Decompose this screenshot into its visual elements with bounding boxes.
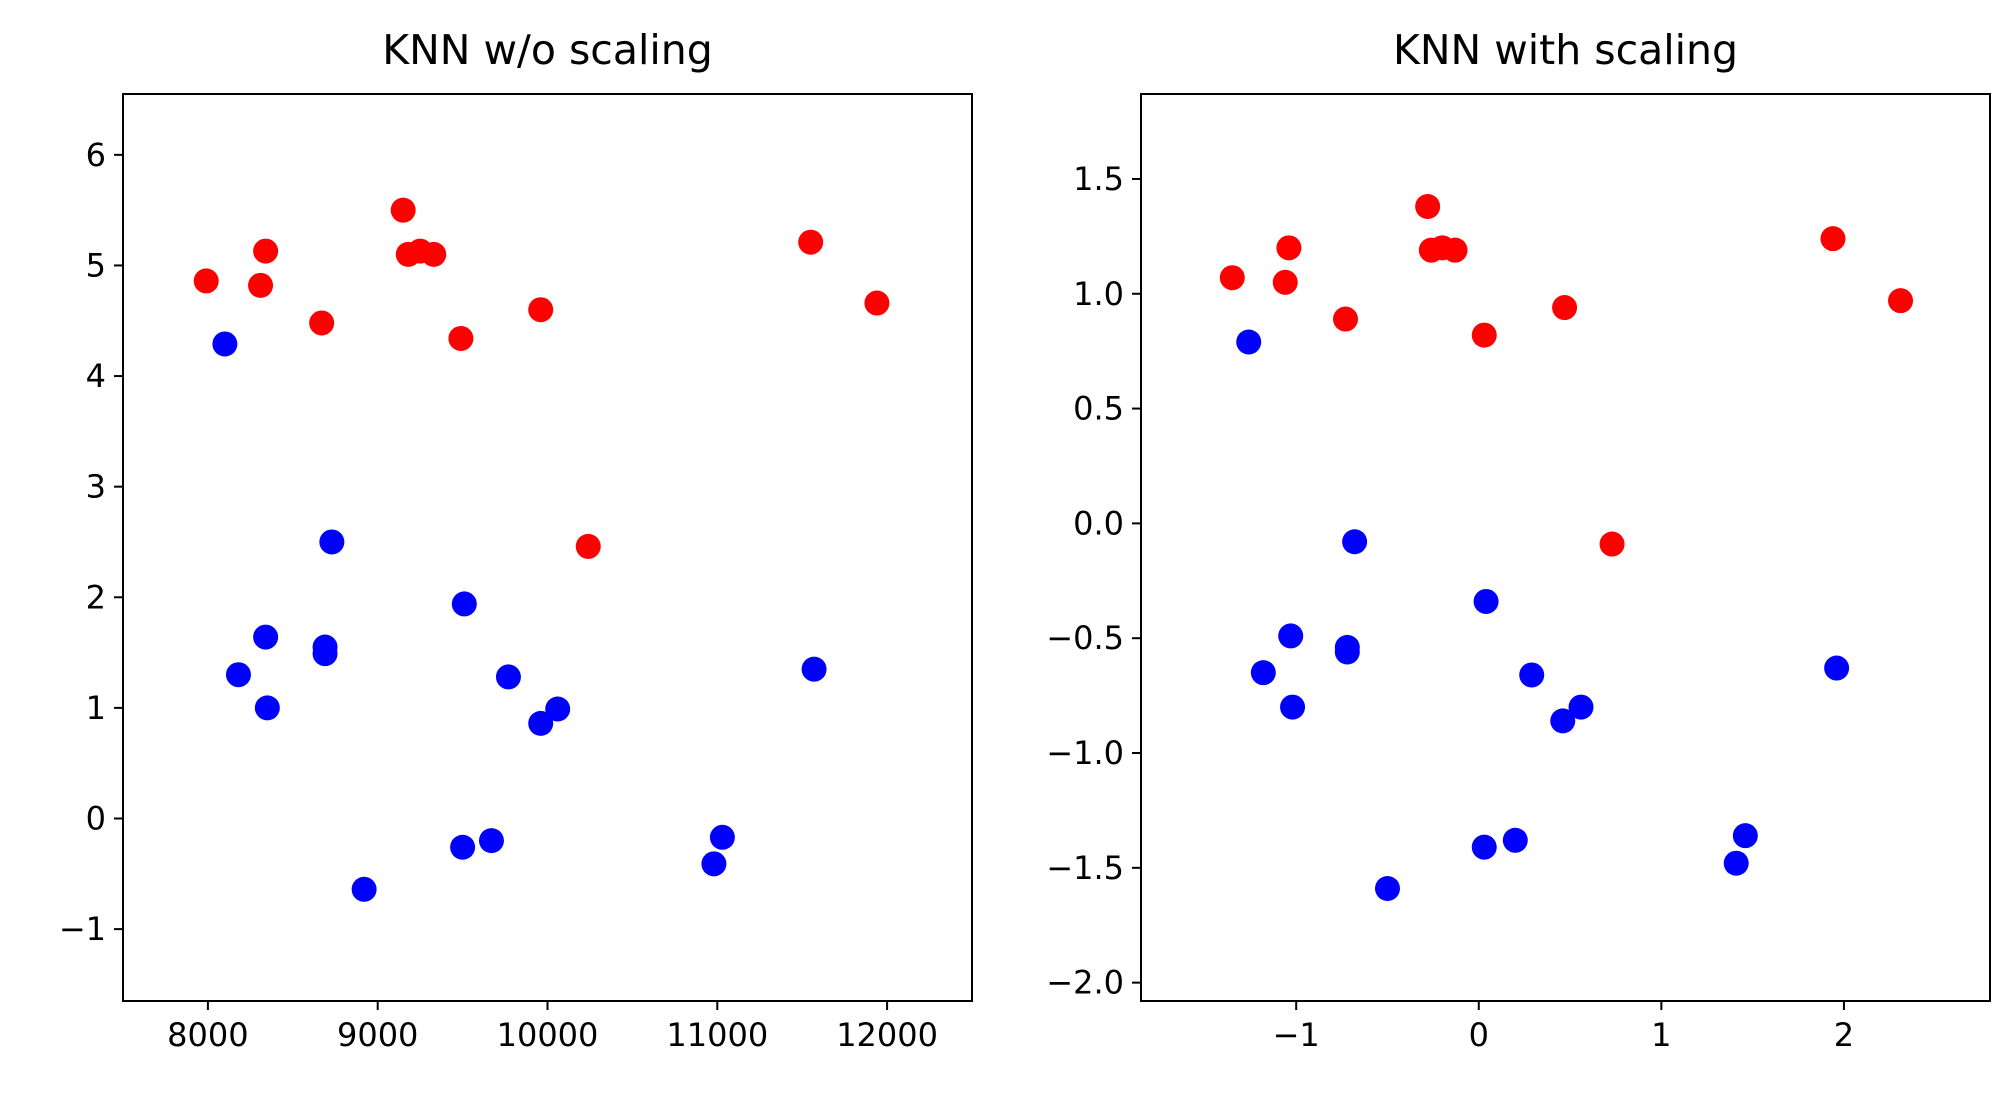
data-point	[351, 876, 377, 902]
data-point	[451, 591, 477, 617]
data-point	[1732, 823, 1758, 849]
y-tick-label: −1.5	[1046, 849, 1124, 887]
data-point	[1471, 322, 1497, 348]
x-tick-label: 1	[1651, 1016, 1671, 1054]
y-tick-label: −1.0	[1046, 734, 1124, 772]
chart-title: KNN with scaling	[1393, 26, 1738, 74]
y-tick-label: 0.0	[1073, 504, 1124, 542]
y-tick-label: 1	[86, 689, 106, 727]
data-point	[1250, 660, 1276, 686]
y-tick-label: −0.5	[1046, 619, 1124, 657]
data-point	[450, 834, 476, 860]
x-tick-label: 8000	[167, 1016, 248, 1054]
chart-panel-unscaled: KNN w/o scaling 8000 9000 10000 11000 12000 …	[59, 26, 973, 1054]
data-point	[1415, 194, 1441, 220]
data-point	[528, 710, 554, 736]
data-point	[1568, 694, 1594, 720]
plot-frame	[1140, 93, 1991, 1002]
x-tick-label: 2	[1834, 1016, 1854, 1054]
x-axis-ticks: 8000 9000 10000 11000 12000	[167, 1001, 938, 1054]
x-tick-label: 12000	[836, 1016, 938, 1054]
data-point	[254, 695, 280, 721]
data-points	[193, 197, 890, 902]
chart-title: KNN w/o scaling	[382, 26, 713, 74]
x-tick-label: 9000	[337, 1016, 418, 1054]
data-point	[1502, 827, 1528, 853]
y-tick-label: 4	[86, 357, 106, 395]
x-tick-label: −1	[1273, 1016, 1320, 1054]
data-point	[1599, 531, 1625, 557]
data-point	[1723, 850, 1749, 876]
data-point	[1332, 306, 1358, 332]
data-point	[1820, 226, 1846, 252]
data-points	[1219, 194, 1914, 901]
data-point	[1236, 329, 1262, 355]
data-point	[478, 828, 504, 854]
y-tick-label: 1.5	[1073, 160, 1124, 198]
data-point	[212, 331, 238, 357]
data-point	[253, 624, 279, 650]
y-tick-label: 3	[86, 468, 106, 506]
data-point	[312, 641, 338, 667]
data-point	[1272, 269, 1298, 295]
data-point	[1519, 662, 1545, 688]
data-point	[798, 229, 824, 255]
y-tick-label: 5	[86, 246, 106, 284]
data-point	[1280, 694, 1306, 720]
x-tick-label: 11000	[666, 1016, 768, 1054]
data-point	[1334, 639, 1360, 665]
data-point	[421, 241, 447, 267]
data-point	[801, 656, 827, 682]
data-point	[528, 297, 554, 323]
data-point	[1552, 295, 1578, 321]
data-point	[1473, 588, 1499, 614]
data-point	[1888, 288, 1914, 314]
data-point	[1442, 237, 1468, 263]
data-point	[448, 325, 474, 351]
data-point	[1342, 529, 1368, 555]
y-tick-label: −1	[59, 910, 106, 948]
data-point	[575, 533, 601, 559]
data-point	[1824, 655, 1850, 681]
data-point	[253, 238, 279, 264]
data-point	[193, 268, 219, 294]
data-point	[709, 824, 735, 850]
y-tick-label: −2.0	[1046, 964, 1124, 1002]
y-tick-label: 2	[86, 578, 106, 616]
data-point	[1374, 875, 1400, 901]
data-point	[701, 851, 727, 877]
x-tick-label: 0	[1469, 1016, 1489, 1054]
data-point	[390, 197, 416, 223]
chart-panel-scaled: KNN with scaling −1 0 1 2 −2.0 −1.5 −1.0 −0.5 0…	[1046, 26, 1991, 1054]
data-point	[1276, 235, 1302, 261]
data-point	[495, 664, 521, 690]
y-axis-ticks: −2.0 −1.5 −1.0 −0.5 0.0 0.5 1.0 1.5	[1046, 160, 1141, 1002]
data-point	[1550, 708, 1576, 734]
y-tick-label: 0	[86, 799, 106, 837]
data-point	[248, 272, 274, 298]
data-point	[319, 529, 345, 555]
data-point	[1278, 623, 1304, 649]
x-axis-ticks: −1 0 1 2	[1273, 1001, 1854, 1054]
data-point	[1219, 265, 1245, 291]
x-tick-label: 10000	[497, 1016, 599, 1054]
y-axis-ticks: −1 0 1 2 3 4 5 6	[59, 136, 123, 948]
y-tick-label: 6	[86, 136, 106, 174]
data-point	[864, 290, 890, 316]
y-tick-label: 0.5	[1073, 390, 1124, 428]
data-point	[309, 310, 335, 336]
data-point	[225, 662, 251, 688]
data-point	[545, 696, 571, 722]
data-point	[1471, 834, 1497, 860]
y-tick-label: 1.0	[1073, 275, 1124, 313]
